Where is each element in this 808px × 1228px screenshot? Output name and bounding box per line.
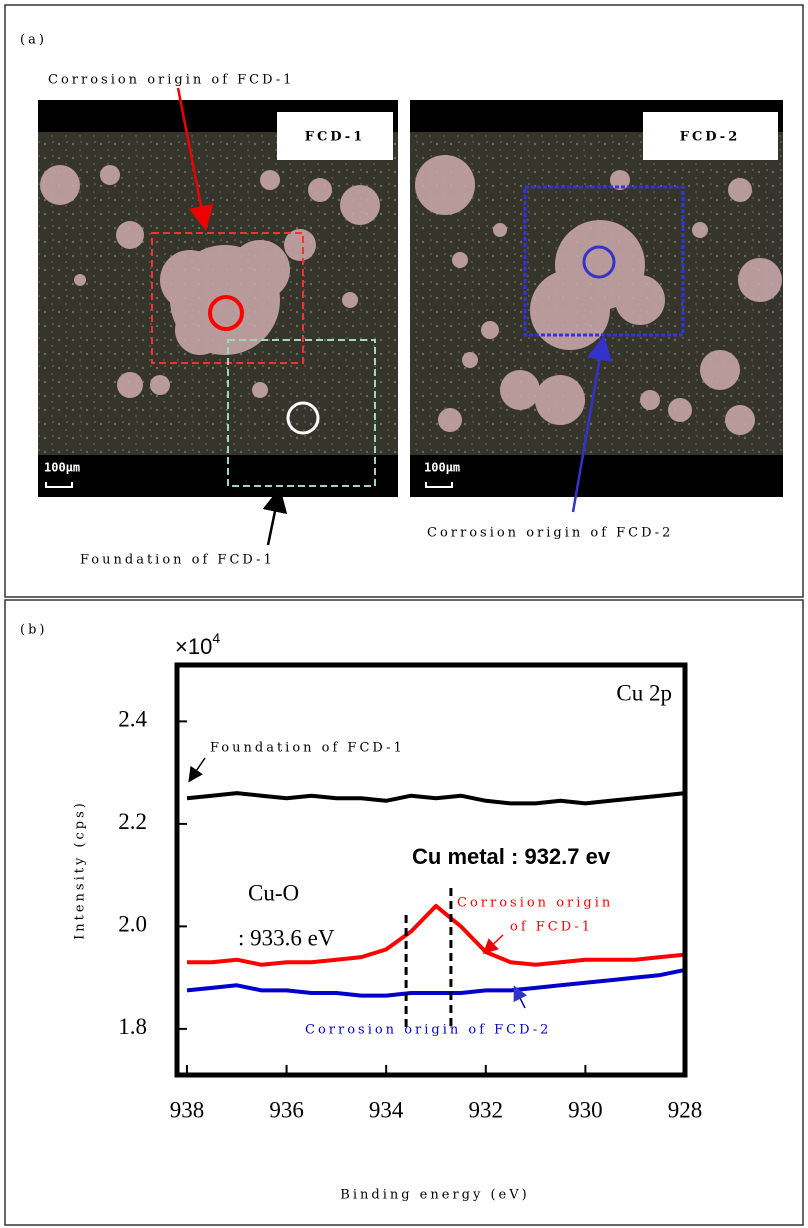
panel-a-frame [4, 4, 804, 598]
arrow [188, 757, 206, 783]
plot-frame [174, 662, 688, 1078]
x-tick-label: 936 [269, 1097, 304, 1122]
annotation: Corrosion origin [457, 896, 613, 911]
multiplier-base: ×10 [175, 634, 212, 659]
legend-label: Foundation of FCD-1 [210, 741, 405, 756]
annotation: Cu 2p [616, 680, 672, 705]
y-tick-label: 1.8 [118, 1014, 147, 1039]
x-tick-label: 930 [568, 1097, 603, 1122]
scale-bar-label: 100μm [44, 461, 80, 475]
y-multiplier: ×104 [175, 630, 220, 659]
y-tick-label: 2.0 [118, 912, 147, 937]
panel-label: (a) [20, 33, 47, 48]
panel-label: (b) [20, 623, 47, 638]
micrograph-fcd1: FCD-1 100μm [38, 100, 398, 497]
x-tick-label: 932 [469, 1097, 504, 1122]
annotation: Cu-O [248, 880, 299, 905]
y-tick-label: 2.2 [118, 809, 147, 834]
y-tick-label: 2.4 [118, 707, 147, 732]
arrow [513, 985, 528, 1009]
annotation: : 933.6 eV [238, 925, 335, 950]
scale-bar-label: 100μm [424, 461, 460, 475]
callout: Corrosion origin of FCD-2 [427, 526, 673, 541]
callout: Foundation of FCD-1 [80, 553, 275, 568]
image-label: FCD-2 [680, 130, 741, 145]
series-line [186, 967, 686, 998]
series-line [187, 903, 686, 967]
x-tick-label: 928 [668, 1097, 703, 1122]
multiplier-exponent: 4 [212, 630, 220, 646]
plot: 1.8 2.0 2.2 2.4 938 936 934 932 930 928 Cu 2p Cu-O:… [118, 662, 703, 1122]
callout: Corrosion origin of FCD-1 [48, 73, 294, 88]
arrow [176, 87, 214, 231]
series-line [186, 791, 686, 806]
panel-b-frame [4, 599, 804, 1226]
x-axis-label: Binding energy (eV) [340, 1188, 529, 1203]
arrow [262, 487, 288, 546]
x-tick-label: 938 [170, 1097, 205, 1122]
image-label: FCD-1 [305, 130, 366, 145]
legend-label: Corrosion origin of FCD-2 [305, 1023, 551, 1038]
arrow [482, 934, 504, 955]
annotation: Cu metal : 932.7 ev [412, 844, 611, 869]
annotation: of FCD-1 [510, 920, 593, 935]
x-tick-label: 934 [369, 1097, 404, 1122]
micrograph-fcd2: FCD-2 100μm [410, 100, 783, 497]
y-axis-label: Intensity (cps) [73, 800, 88, 940]
arrow [571, 335, 612, 513]
